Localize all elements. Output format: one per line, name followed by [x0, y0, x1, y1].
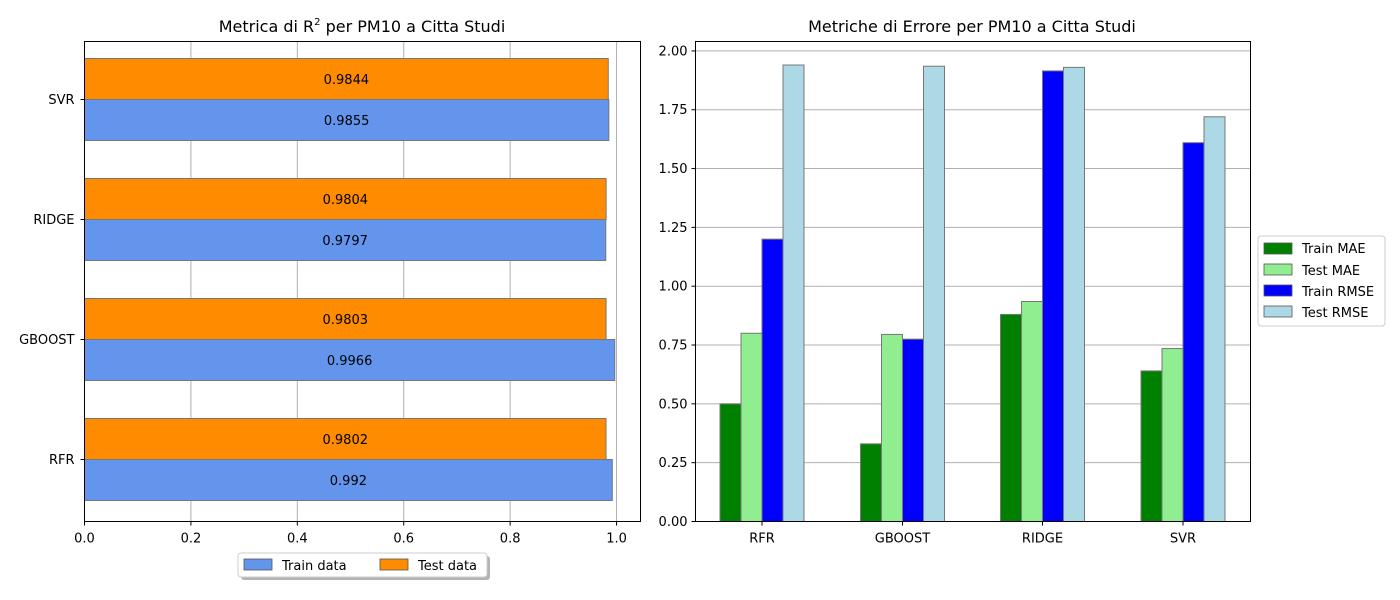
r2-legend: Train data Test data [237, 552, 490, 580]
r2-bar-train-data-rfr [84, 459, 613, 501]
r2-bar-train-data-svr [84, 99, 610, 141]
legend-swatch-test-rmse [1263, 305, 1293, 318]
error-x-tick-label-gboost: GBOOST [875, 532, 930, 547]
r2-bar-test-data-gboost [84, 298, 607, 340]
error-y-tick-label: 0.00 [659, 515, 688, 530]
r2-bar-label-test-data-gboost: 0.9803 [323, 313, 369, 328]
error-x-tick-label-svr: SVR [1170, 532, 1196, 547]
error-y-tick-label: 0.50 [659, 397, 688, 412]
error-x-ticks: RFR GBOOST RIDGE SVR [749, 521, 1196, 547]
r2-bar-label-train-data-ridge: 0.9797 [322, 234, 368, 249]
error-bar-test-rmse-ridge [1063, 66, 1085, 522]
legend-label-train-data: Train data [281, 559, 347, 574]
r2-x-tick-label: 0.8 [500, 532, 521, 547]
r2-bar-labels: 0.992 0.9802 0.9966 0.9803 0.9797 0.9804 0.985… [322, 73, 372, 489]
error-y-ticks: 0.00 0.25 0.50 0.75 1.00 1.25 1.50 1.75 2.00 [659, 44, 696, 530]
error-x-tick-label-rfr: RFR [749, 532, 775, 547]
error-bar-train-rmse-gboost [902, 338, 924, 522]
error-y-tick-label: 2.00 [659, 44, 688, 59]
r2-bar-label-test-data-rfr: 0.9802 [323, 433, 369, 448]
error-bars [719, 64, 1226, 523]
r2-x-ticks: 0.0 0.2 0.4 0.6 0.8 1.0 [74, 521, 627, 547]
legend-label-test-data: Test data [417, 559, 477, 574]
error-bar-test-mae-ridge [1021, 301, 1043, 522]
error-chart-title: Metriche di Errore per PM10 a Citta Stud… [808, 17, 1136, 36]
error-x-tick-label-ridge: RIDGE [1022, 532, 1063, 547]
r2-bar-label-train-data-rfr: 0.992 [330, 474, 367, 489]
r2-bar-label-train-data-svr: 0.9855 [324, 114, 370, 129]
error-y-tick-label: 0.25 [659, 456, 688, 471]
legend-label-test-rmse: Test RMSE [1301, 306, 1368, 321]
error-y-tick-label: 1.25 [659, 221, 688, 236]
error-y-tick-label: 1.75 [659, 103, 688, 118]
error-chart: Metriche di Errore per PM10 a Citta Stud… [659, 17, 1386, 547]
legend-label-test-mae: Test MAE [1301, 264, 1360, 279]
legend-swatch-train-mae [1263, 242, 1293, 255]
error-bar-train-rmse-svr [1182, 142, 1205, 522]
error-bar-test-rmse-svr [1203, 116, 1226, 522]
r2-y-ticks: RFR GBOOST RIDGE SVR [19, 93, 85, 468]
r2-x-tick-label: 1.0 [606, 532, 627, 547]
r2-y-tick-label-svr: SVR [48, 93, 74, 108]
r2-y-tick-label-ridge: RIDGE [33, 213, 74, 228]
error-bar-train-mae-svr [1140, 370, 1163, 523]
error-bar-test-mae-rfr [740, 332, 763, 522]
error-bar-train-rmse-rfr [761, 238, 784, 522]
r2-bar-train-data-gboost [84, 339, 616, 381]
error-bar-test-rmse-rfr [782, 64, 805, 522]
r2-bar-label-train-data-gboost: 0.9966 [327, 354, 373, 369]
r2-chart-title: Metrica di R2 per PM10 a Citta Studi [219, 17, 506, 36]
error-bar-test-mae-svr [1161, 348, 1184, 523]
r2-y-tick-label-rfr: RFR [49, 453, 75, 468]
error-legend: Train MAE Test MAE Train RMSE Test RMSE [1257, 235, 1386, 327]
r2-bar-label-test-data-svr: 0.9844 [324, 73, 370, 88]
legend-label-train-mae: Train MAE [1301, 242, 1366, 257]
error-y-tick-label: 1.00 [659, 280, 688, 295]
r2-bar-test-data-svr [84, 58, 609, 100]
legend-swatch-train-data [243, 558, 273, 571]
r2-x-tick-label: 0.0 [74, 532, 95, 547]
error-bar-train-mae-ridge [1000, 313, 1022, 522]
error-bar-train-rmse-ridge [1042, 70, 1064, 522]
r2-x-tick-label: 0.6 [393, 532, 414, 547]
r2-bars [84, 58, 616, 501]
r2-bar-label-test-data-ridge: 0.9804 [323, 193, 369, 208]
legend-swatch-test-mae [1263, 263, 1293, 276]
r2-bar-test-data-ridge [84, 178, 607, 220]
error-y-tick-label: 0.75 [659, 339, 688, 354]
legend-label-train-rmse: Train RMSE [1301, 285, 1374, 300]
error-bar-train-mae-gboost [860, 443, 882, 522]
r2-x-tick-label: 0.4 [287, 532, 308, 547]
error-y-tick-label: 1.50 [659, 162, 688, 177]
r2-chart: Metrica di R2 per PM10 a Citta Studi 0.9… [19, 17, 641, 580]
error-bar-test-mae-gboost [881, 333, 903, 522]
error-bar-train-mae-rfr [719, 403, 742, 522]
r2-plot-frame [84, 41, 641, 522]
r2-bar-train-data-ridge [84, 219, 607, 261]
legend-swatch-test-data [379, 558, 409, 571]
error-plot-frame [695, 41, 1251, 522]
r2-y-tick-label-gboost: GBOOST [19, 333, 74, 348]
r2-x-tick-label: 0.2 [181, 532, 202, 547]
error-bar-test-rmse-gboost [923, 65, 945, 523]
legend-swatch-train-rmse [1263, 284, 1293, 297]
